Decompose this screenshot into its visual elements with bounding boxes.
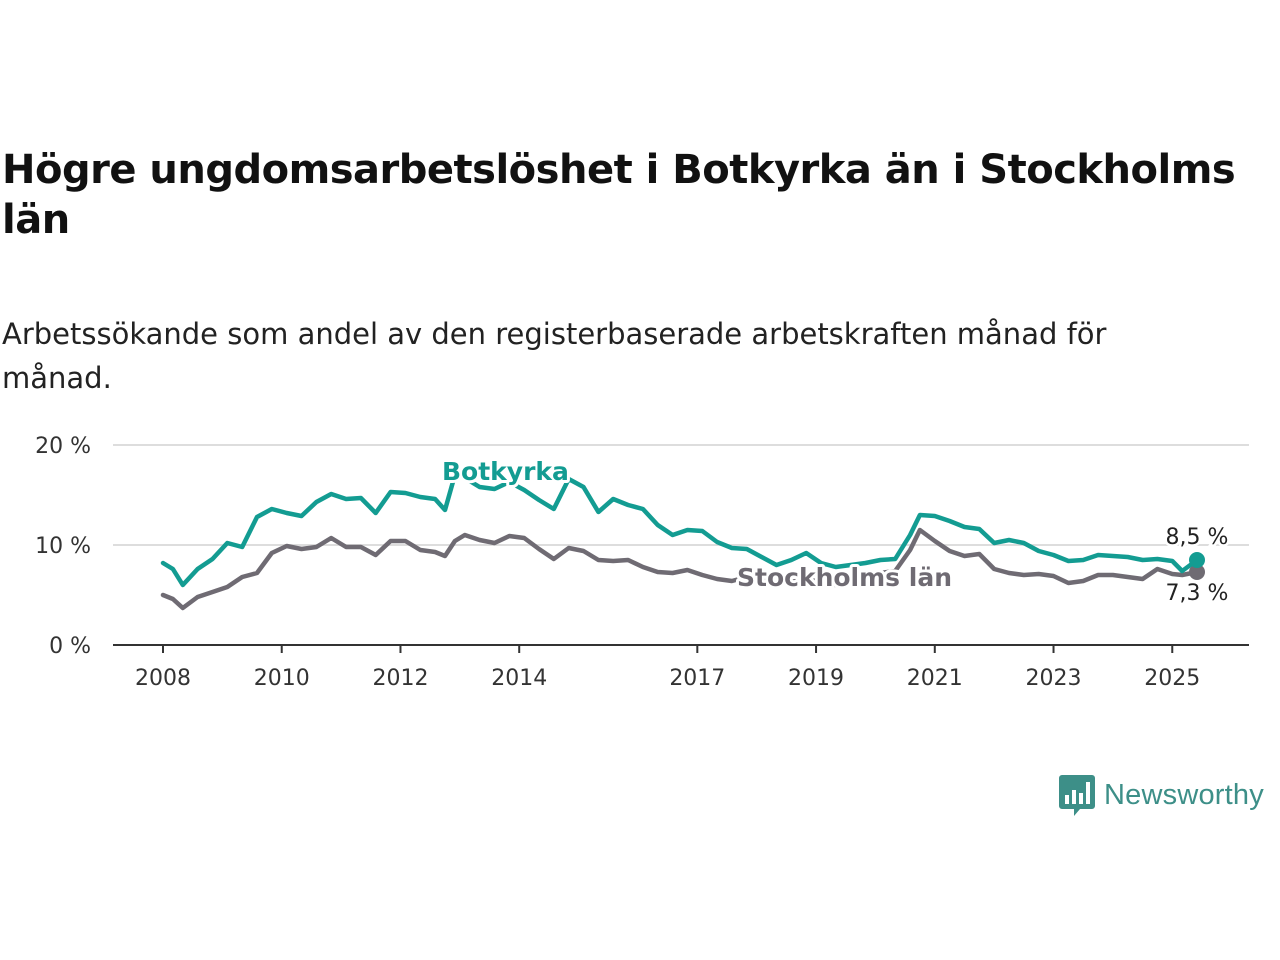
x-tick-label: 2023 [1026, 666, 1082, 691]
end-value-label: 7,3 % [1166, 581, 1229, 606]
newsworthy-logo-text: Newsworthy [1104, 778, 1264, 811]
x-tick-label: 2012 [372, 666, 428, 691]
y-axis: 0 % 10 % 20 % [35, 434, 91, 659]
chart-subtitle: Arbetssökande som andel av den registerb… [2, 317, 1107, 395]
chart-title: Högre ungdomsarbetslöshet i Botkyrka än … [2, 147, 1236, 243]
series-label-stockholms-l-n: Stockholms län [737, 563, 952, 592]
y-tick-label: 20 % [35, 434, 91, 459]
newsworthy-logo-icon [1059, 775, 1095, 816]
series-line-stockholms-l-n [160, 527, 1200, 611]
x-tick-label: 2014 [491, 666, 547, 691]
x-tick-label: 2021 [907, 666, 963, 691]
end-point-stockholms-l-n [1189, 564, 1205, 580]
y-tick-label: 10 % [35, 534, 91, 559]
x-tick-label: 2025 [1144, 666, 1200, 691]
x-axis: 2008 2010 2012 2014 2017 2019 2021 2023 2025 [135, 645, 1200, 691]
x-tick-label: 2019 [788, 666, 844, 691]
label-layer: Botkyrka Stockholms län 8,5 % 7,3 % [439, 454, 1231, 609]
grid-lines [113, 444, 1249, 646]
end-point-botkyrka [1189, 552, 1205, 568]
series-line-botkyrka [160, 472, 1200, 588]
x-tick-label: 2017 [669, 666, 725, 691]
end-value-label: 8,5 % [1166, 525, 1229, 550]
x-tick-label: 2010 [254, 666, 310, 691]
line-chart: 0 % 10 % 20 % 2008 2010 2012 2014 2017 2019 2021… [35, 434, 1249, 691]
series-label-botkyrka: Botkyrka [442, 457, 569, 486]
y-tick-label: 0 % [49, 634, 91, 659]
newsworthy-logo[interactable]: Newsworthy [1058, 773, 1264, 817]
series-layer [160, 472, 1205, 611]
x-tick-label: 2008 [135, 666, 191, 691]
